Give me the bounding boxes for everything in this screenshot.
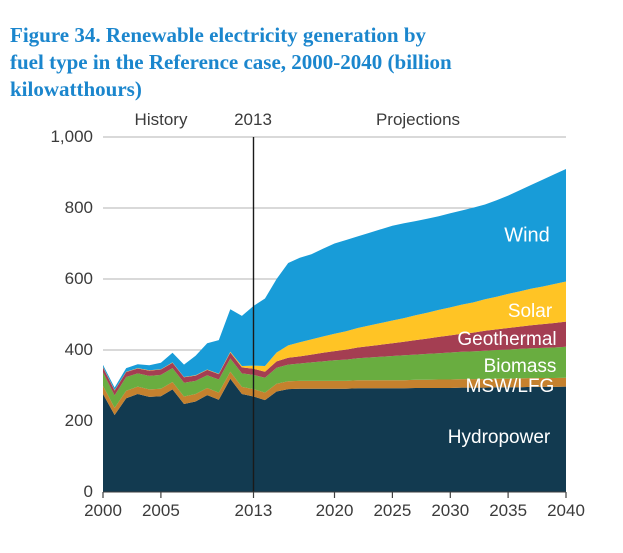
series-label-geothermal: Geothermal [457,329,557,350]
series-label-hydropower: Hydropower [447,427,551,448]
figure-title-line-1: Figure 34. Renewable electricity generat… [10,23,427,47]
x-axis-tick-label-2020: 2020 [315,501,354,520]
x-axis-tick-label-2000: 2000 [84,501,122,520]
area-geothermal [103,321,566,396]
area-hydropower [103,378,566,492]
series-label-solar: Solar [507,301,553,322]
x-axis-tick-label-2005: 2005 [141,501,180,520]
series-label-msw-lfg: MSW/LFG [465,376,555,397]
x-axis-tick-label-2040: 2040 [547,501,585,520]
x-axis-tick-label-2025: 2025 [373,501,412,520]
y-axis-tick-label-400: 400 [64,340,93,359]
area-wind [103,169,566,391]
figure-title-line-3: kilowatthours) [10,77,142,101]
series-label-biomass: Biomass [483,356,557,377]
area-biomass [103,346,566,408]
boundary-year-label: 2013 [234,110,272,129]
x-axis-tick-label-2030: 2030 [431,501,470,520]
projections-period-label: Projections [375,110,461,129]
y-axis-tick-label-200: 200 [64,411,93,430]
x-axis-tick-label-2013: 2013 [234,501,273,520]
series-label-wind: Wind [504,224,550,247]
y-axis-tick-label-800: 800 [64,198,93,217]
area-solar [103,281,566,391]
figure-title-line-2: fuel type in the Reference case, 2000-20… [10,50,452,74]
figure-title: Figure 34. Renewable electricity generat… [10,22,602,103]
area-msw-lfg [103,371,566,415]
y-axis-tick-label-0: 0 [83,482,93,501]
y-axis-tick-label-600: 600 [64,269,93,288]
y-axis-tick-label-1000: 1,000 [50,127,93,146]
history-period-label: History [134,110,188,129]
x-axis-tick-label-2035: 2035 [489,501,528,520]
